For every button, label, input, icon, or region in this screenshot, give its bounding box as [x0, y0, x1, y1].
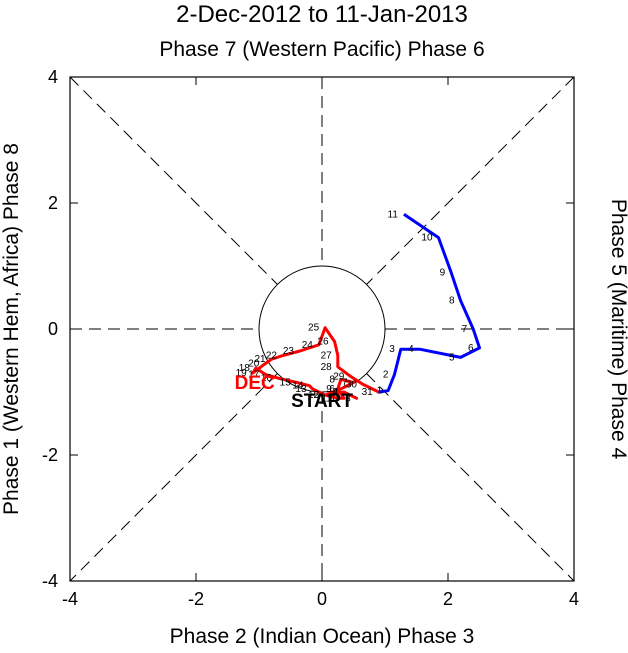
x-tick-label: -2 [188, 589, 204, 609]
day-label: 6 [329, 384, 335, 395]
bottom-phase-label: Phase 2 (Indian Ocean) Phase 3 [170, 625, 475, 648]
top-phase-label: Phase 7 (Western Pacific) Phase 6 [159, 38, 484, 61]
day-label: 10 [421, 233, 433, 244]
day-label: 10 [327, 393, 339, 404]
day-label: 4 [332, 387, 338, 398]
day-label: 29 [333, 371, 345, 382]
day-label: 11 [321, 393, 332, 404]
day-label: 2 [332, 387, 338, 398]
series-line-january [378, 213, 481, 394]
diagonal-divider-top-left [69, 76, 278, 285]
x-tick-label: 4 [569, 589, 579, 609]
y-tick-label: 0 [48, 319, 58, 339]
day-label: 11 [388, 209, 399, 220]
day-label: 5 [314, 390, 320, 401]
start-label: START [291, 391, 353, 412]
day-label: 27 [321, 350, 333, 361]
y-tick-label: 2 [48, 193, 58, 213]
day-label: 20 [248, 359, 260, 370]
diagonal-divider-bottom-right [366, 373, 575, 582]
x-tick-label: 0 [317, 589, 327, 609]
y-tick-label: 4 [48, 67, 58, 87]
day-label: 4 [408, 344, 414, 355]
day-label: 3 [345, 393, 351, 404]
day-label: 23 [283, 346, 295, 357]
diagonal-divider-top-right [366, 76, 575, 285]
day-label: 13 [295, 384, 307, 395]
y-tick-label: -4 [42, 571, 58, 591]
day-label: 24 [302, 340, 314, 351]
left-phase-label: Phase 1 (Western Hem, Africa) Phase 8 [0, 143, 23, 515]
day-label: 17 [248, 369, 260, 380]
day-label: 8 [329, 374, 335, 385]
day-label: 3 [389, 344, 395, 355]
day-label: 1 [377, 386, 383, 397]
day-label: 16 [261, 373, 273, 384]
series-line-december [251, 326, 380, 400]
day-label: 22 [266, 350, 278, 361]
day-label: 9 [326, 384, 332, 395]
day-label: 9 [440, 267, 446, 278]
series-layer [251, 213, 481, 400]
day-label: 14 [292, 381, 304, 392]
day-label: 30 [346, 379, 358, 390]
day-label: 5 [449, 352, 455, 363]
day-label: 2 [383, 369, 389, 380]
day-label: 8 [449, 296, 455, 307]
day-label: 6 [468, 343, 474, 354]
phase-dividers [69, 76, 575, 582]
unit-circle [258, 265, 386, 393]
diagonal-divider-bottom-left [69, 373, 278, 582]
day-label: 18 [239, 363, 251, 374]
day-label: 21 [254, 354, 266, 365]
day-label: 7 [342, 378, 348, 389]
day-label: 19 [236, 368, 248, 379]
month-label-dec: DEC [235, 373, 275, 394]
day-label: 28 [321, 362, 333, 373]
day-label: 15 [280, 378, 292, 389]
chart-title: 2-Dec-2012 to 11-Jan-2013 [176, 1, 468, 28]
day-label: 26 [317, 337, 329, 348]
day-label: 31 [362, 387, 374, 398]
x-tick-label: 2 [443, 589, 453, 609]
day-label: 25 [308, 323, 320, 334]
x-tick-label: -4 [62, 589, 78, 609]
day-label: 12 [308, 390, 320, 401]
day-label: 7 [462, 324, 468, 335]
y-tick-label: -2 [42, 445, 58, 465]
right-phase-label: Phase 5 (Maritime) Phase 4 [607, 199, 628, 460]
